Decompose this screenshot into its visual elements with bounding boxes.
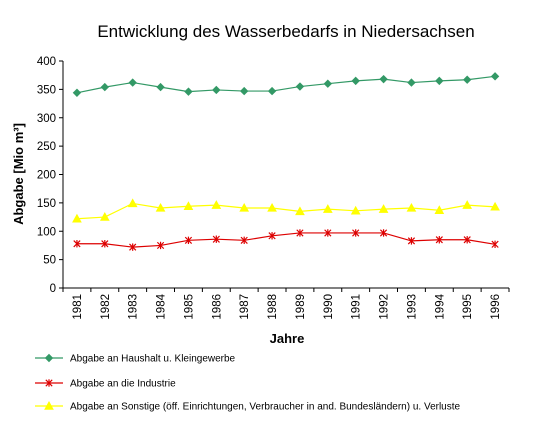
data-point	[156, 82, 165, 92]
x-tick-label: 1994	[434, 293, 446, 319]
data-point	[267, 86, 277, 96]
data-point	[351, 76, 360, 86]
data-point	[99, 212, 110, 221]
data-point	[435, 76, 444, 86]
legend-marker	[44, 400, 54, 410]
data-point	[322, 204, 333, 213]
x-tick-label: 1989	[295, 294, 307, 320]
x-tick-label: 1981	[72, 294, 84, 320]
x-tick-label: 1986	[211, 294, 223, 320]
data-point	[352, 229, 360, 237]
data-point	[101, 240, 109, 248]
data-point	[239, 86, 249, 96]
data-point	[100, 82, 110, 92]
data-point	[129, 243, 137, 251]
legend-item-1: Abgabe an Haushalt u. Kleingewerbe	[35, 354, 236, 365]
data-point	[155, 202, 166, 212]
y-tick-label: 400	[37, 56, 56, 68]
y-axis-label: Abgabe [Mio m³]	[11, 123, 26, 225]
data-point	[407, 237, 416, 245]
data-point	[378, 204, 389, 213]
legend-item-3: Abgabe an Sonstige (öff. Einrichtungen, …	[35, 400, 461, 413]
x-tick-label: 1982	[100, 294, 112, 320]
series-3	[72, 198, 500, 223]
data-point	[379, 229, 388, 237]
data-point	[490, 201, 500, 211]
x-tick-label: 1996	[490, 294, 502, 320]
x-tick-label: 1990	[323, 294, 335, 320]
data-point	[212, 235, 220, 243]
data-point	[156, 241, 165, 250]
x-tick-label: 1992	[379, 294, 391, 320]
data-point	[296, 229, 304, 237]
data-point	[128, 78, 137, 87]
data-point	[72, 88, 82, 97]
plot-area: 0 50 100 150 200 250 300 350 400 1981 1982 1983 1984…	[37, 56, 510, 320]
y-tick-label: 150	[37, 198, 56, 210]
data-point	[379, 74, 388, 84]
data-point	[73, 240, 81, 248]
data-point	[127, 198, 138, 208]
y-tick-label: 250	[37, 141, 56, 153]
legend-label: Abgabe an Haushalt u. Kleingewerbe	[70, 354, 236, 365]
data-point	[183, 201, 194, 210]
y-tick-label: 200	[37, 170, 56, 182]
data-point	[435, 236, 443, 244]
data-point	[240, 236, 248, 245]
x-tick-label: 1987	[239, 294, 251, 320]
series-1	[72, 72, 500, 97]
data-point	[212, 85, 221, 95]
data-point	[491, 240, 499, 249]
legend-marker	[44, 353, 54, 363]
legend-label: Abgabe an Sonstige (öff. Einrichtungen, …	[70, 402, 461, 413]
data-point	[268, 232, 276, 240]
y-tick-label: 350	[37, 84, 56, 96]
series-2	[73, 229, 499, 251]
series-line	[76, 202, 496, 220]
legend-marker	[45, 379, 53, 387]
x-axis-label: Jahre	[270, 331, 305, 346]
data-point	[462, 200, 473, 209]
legend-label: Abgabe an die Industrie	[70, 379, 176, 390]
data-point	[184, 87, 193, 96]
x-tick-label: 1983	[128, 294, 140, 320]
data-point	[295, 82, 305, 91]
x-tick-label: 1984	[156, 293, 168, 319]
data-point	[490, 72, 500, 81]
series-line	[76, 75, 496, 94]
y-tick-label: 0	[50, 283, 56, 295]
y-tick-label: 50	[43, 255, 56, 267]
data-point	[323, 79, 333, 88]
chart-title: Entwicklung des Wasserbedarfs in Nieders…	[97, 22, 474, 41]
data-point	[184, 236, 193, 245]
legend: Abgabe an Haushalt u. Kleingewerbe Abgabe…	[35, 354, 461, 413]
data-point	[211, 200, 222, 209]
data-point	[350, 205, 361, 215]
data-point	[406, 202, 417, 212]
x-tick-label: 1988	[267, 294, 279, 320]
data-point	[72, 213, 82, 223]
data-point	[463, 236, 471, 244]
data-point	[434, 205, 445, 214]
x-tick-label: 1991	[351, 294, 363, 320]
series-line	[76, 232, 496, 248]
data-point	[239, 202, 250, 212]
x-tick-label: 1993	[406, 294, 418, 320]
x-tick-label: 1995	[462, 294, 474, 320]
data-point	[267, 202, 277, 212]
data-point	[295, 206, 305, 216]
y-tick-label: 300	[37, 113, 56, 125]
data-point	[407, 78, 416, 87]
legend-item-2: Abgabe an die Industrie	[35, 379, 176, 390]
x-tick-label: 1985	[183, 294, 195, 320]
y-tick-label: 100	[37, 226, 56, 238]
data-point	[462, 75, 472, 84]
data-point	[324, 229, 332, 237]
